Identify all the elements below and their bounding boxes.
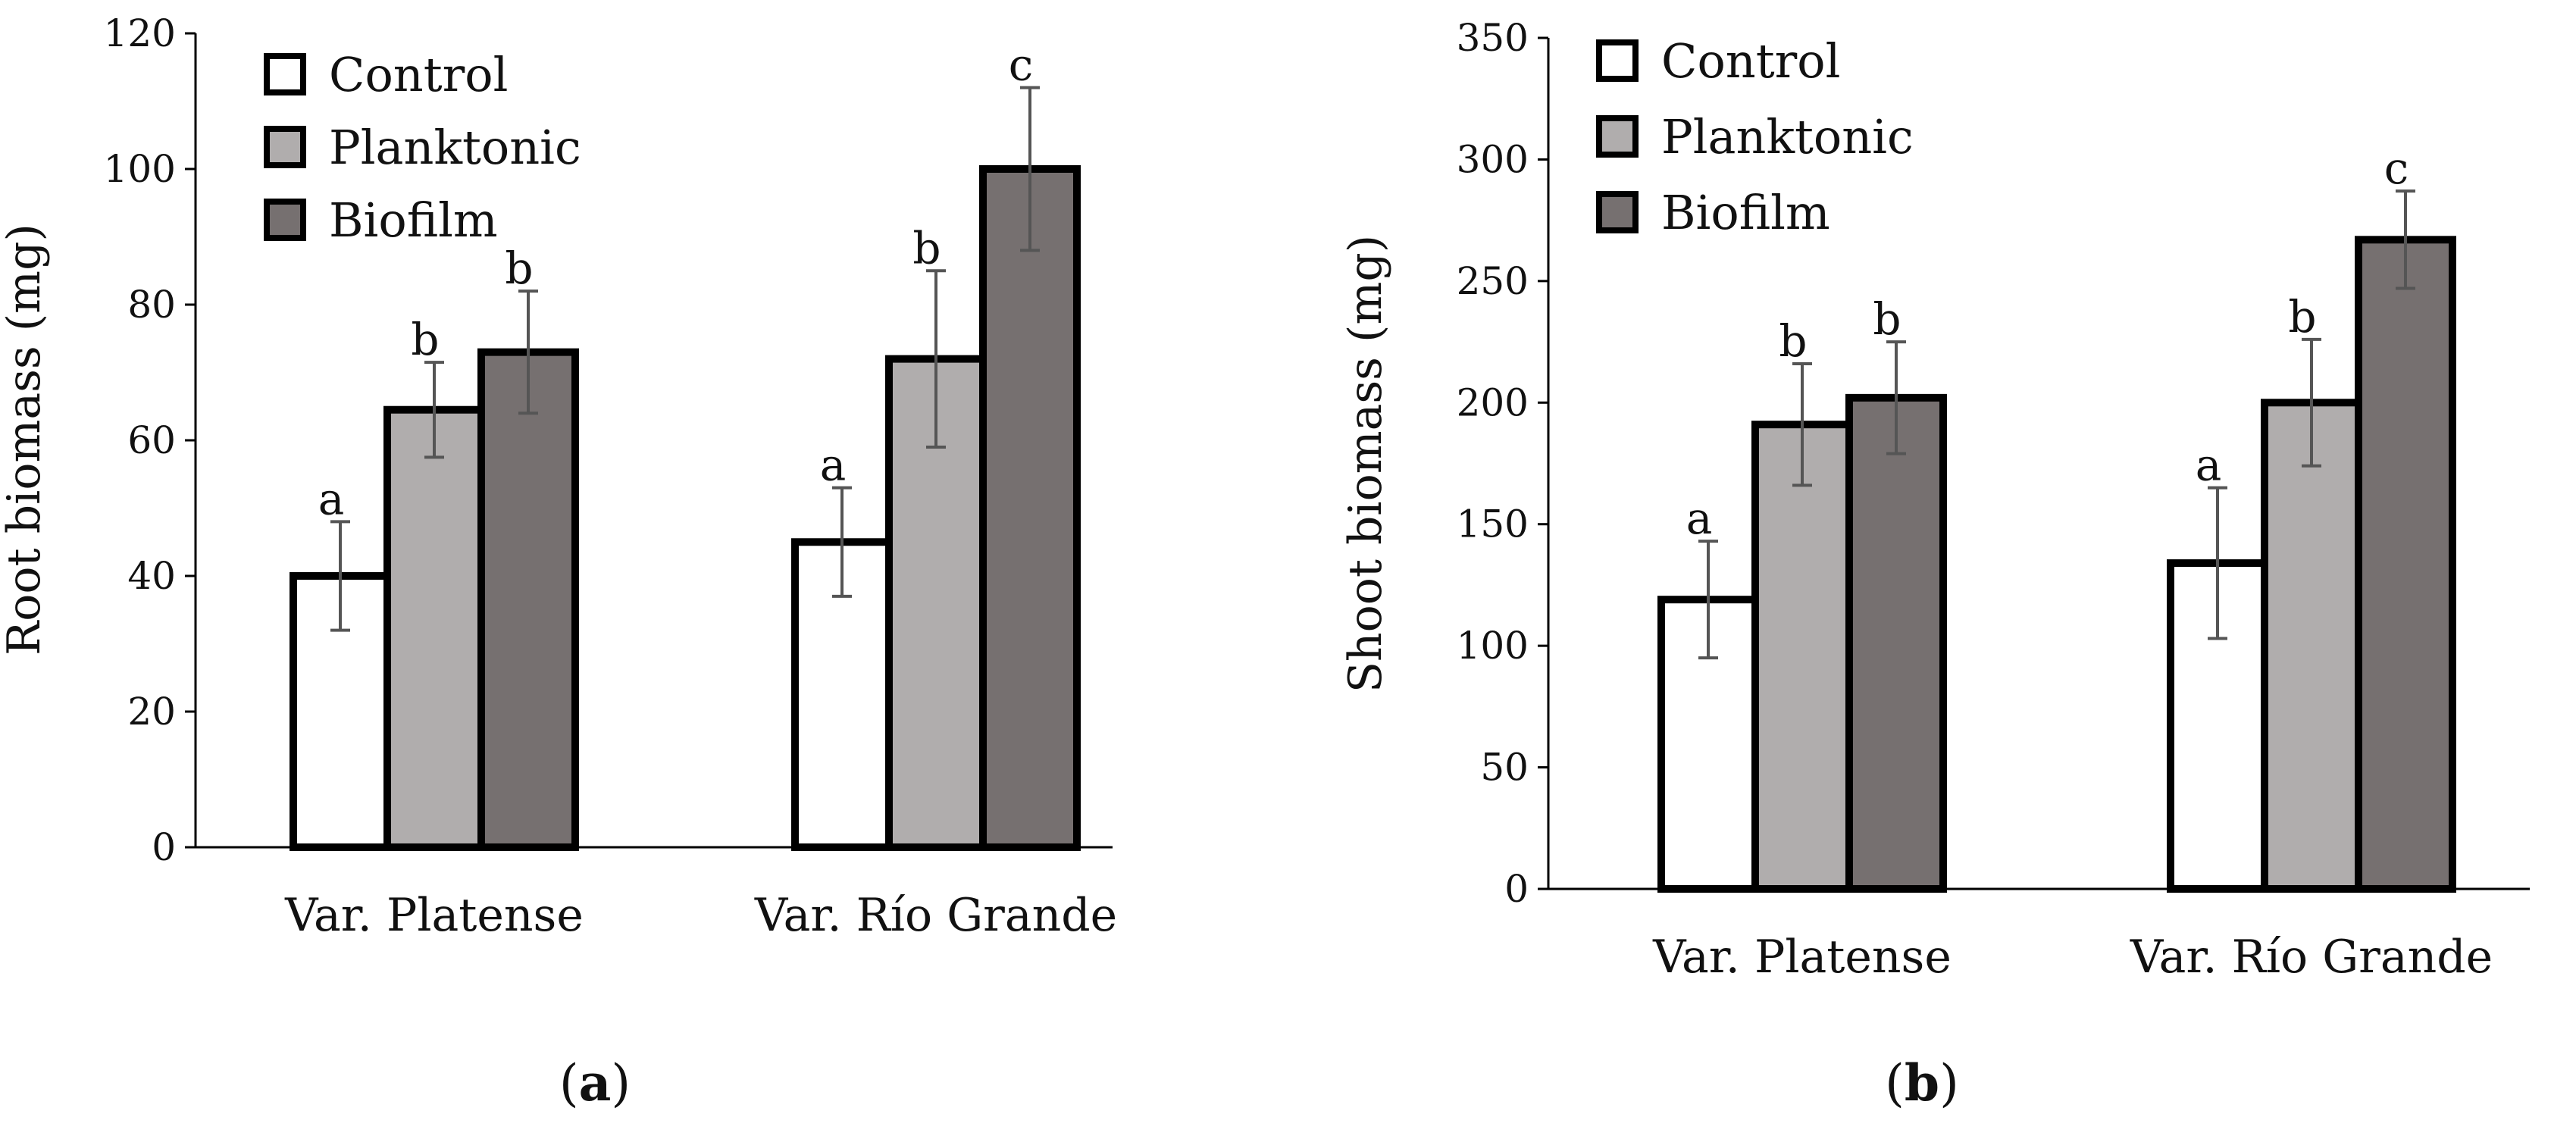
panel-label-close-paren: ) (611, 1054, 631, 1112)
bar (477, 348, 579, 851)
bar (2355, 236, 2456, 893)
significance-letter: c (1009, 39, 1033, 91)
chart-root-biomass: 0 20 40 60 80 100 120 Root biomass (mg) a b b Var. … (0, 11, 1117, 1112)
significance-letter: b (912, 222, 941, 274)
y-tick-label: 80 (127, 283, 176, 327)
significance-letter: a (2196, 440, 2222, 491)
significance-letter: b (1779, 315, 1807, 367)
y-tick-label: 60 (127, 418, 176, 462)
y-tick-label: 350 (1457, 16, 1529, 60)
legend-swatch (264, 53, 306, 95)
legend-entry-label: Biofilm (1661, 185, 1830, 240)
x-category-label: Var. Platense (1652, 931, 1952, 984)
panel-label: (b) (1885, 1053, 1959, 1112)
y-tick-label: 250 (1457, 259, 1529, 303)
bar (383, 405, 485, 851)
x-category-label: Var. Río Grande (2130, 931, 2493, 984)
y-tick-label: 200 (1457, 380, 1529, 424)
panel-label-letter: a (579, 1053, 612, 1112)
y-tick-label: 150 (1457, 502, 1529, 546)
y-tick-label: 300 (1457, 137, 1529, 181)
significance-letter: b (2288, 291, 2316, 343)
y-axis-label: Shoot biomass (mg) (1339, 235, 1392, 693)
significance-letter: b (411, 314, 439, 365)
significance-letter: b (505, 243, 533, 294)
bar (979, 165, 1081, 851)
legend-swatch (1596, 39, 1639, 82)
significance-letter: c (2384, 142, 2409, 194)
bar (1751, 421, 1853, 893)
panel-label-letter: b (1905, 1053, 1939, 1112)
y-tick-label: 0 (1504, 867, 1529, 911)
x-category-label: Var. Platense (284, 889, 584, 942)
y-tick-label: 100 (104, 147, 176, 191)
panel-label-open-paren: ( (559, 1054, 579, 1112)
bar (2261, 399, 2362, 893)
bar (1845, 393, 1947, 893)
legend-swatch (1596, 191, 1639, 233)
y-axis-label: Root biomass (mg) (0, 224, 51, 656)
panel-label: (a) (559, 1053, 631, 1112)
legend-entry-label: Control (329, 47, 508, 102)
panel-label-close-paren: ) (1939, 1054, 1959, 1112)
significance-letter: a (1686, 493, 1713, 544)
y-tick-label: 40 (127, 554, 176, 598)
significance-letter: a (318, 473, 345, 524)
significance-letter: a (820, 440, 847, 491)
legend-swatch (264, 126, 306, 168)
legend-swatch (1596, 115, 1639, 158)
y-tick-label: 50 (1480, 746, 1529, 790)
legend-swatch (264, 199, 306, 241)
y-tick-label: 20 (127, 690, 176, 734)
legend-entry-label: Planktonic (1661, 109, 1914, 164)
x-category-label: Var. Río Grande (754, 889, 1117, 942)
y-tick-label: 120 (104, 11, 176, 55)
y-tick-label: 0 (152, 825, 176, 869)
chart-shoot-biomass: 0 50 100 150 200 250 300 350 Shoot biomass (mg) a… (1339, 16, 2530, 1112)
panel-label-open-paren: ( (1885, 1054, 1905, 1112)
legend-entry-label: Planktonic (329, 120, 581, 175)
y-tick-label: 100 (1457, 624, 1529, 668)
legend-entry-label: Biofilm (329, 192, 498, 248)
significance-letter: b (1873, 293, 1901, 345)
bar (1657, 596, 1759, 893)
legend-entry-label: Control (1661, 33, 1840, 89)
